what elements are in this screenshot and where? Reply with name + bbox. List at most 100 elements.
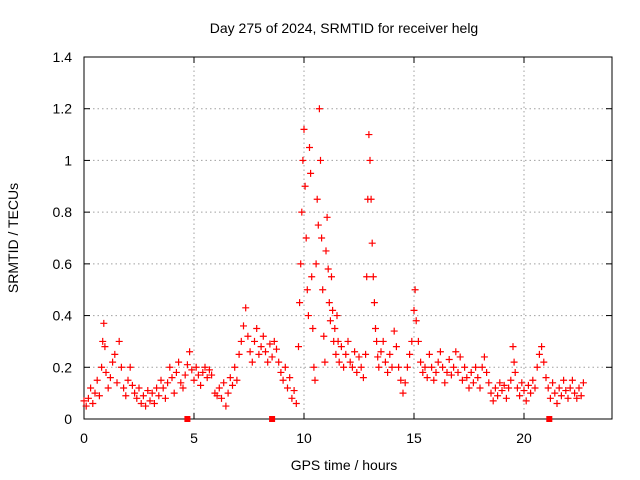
data-point: [109, 358, 117, 366]
data-point: [445, 356, 453, 364]
data-point: [505, 384, 513, 392]
data-point: [333, 312, 341, 320]
data-point: [175, 358, 183, 366]
data-point: [192, 363, 200, 371]
data-point: [377, 348, 385, 356]
data-point: [443, 368, 451, 376]
data-point: [498, 387, 506, 395]
data-point: [549, 379, 557, 387]
data-point: [295, 343, 302, 351]
data-point: [408, 337, 416, 345]
data-point: [546, 394, 554, 402]
tick-layer: 0 0.2 0.4 0.6 0.8 1 1.2 1.4 0 5 10 15 20: [53, 49, 612, 446]
data-point: [522, 397, 530, 405]
data-point: [201, 363, 209, 371]
data-point: [100, 319, 108, 327]
data-point: [436, 348, 444, 356]
data-point: [414, 337, 422, 345]
data-point: [568, 376, 576, 384]
data-point: [366, 156, 374, 164]
data-point: [199, 368, 207, 376]
data-point: [562, 387, 570, 395]
data-point: [390, 327, 398, 335]
data-point: [215, 384, 223, 392]
x-tick-label: 0: [80, 430, 88, 446]
data-point: [168, 374, 176, 382]
data-point: [104, 384, 112, 392]
data-point: [231, 363, 239, 371]
data-point: [533, 363, 541, 371]
data-point: [296, 299, 304, 307]
data-point: [355, 353, 363, 361]
data-point: [397, 376, 405, 384]
data-point: [386, 350, 394, 358]
data-point: [456, 353, 464, 361]
data-point: [425, 350, 433, 358]
chart-title: Day 275 of 2024, SRMTID for receiver hel…: [210, 20, 478, 36]
data-point: [264, 358, 272, 366]
data-point: [489, 397, 497, 405]
data-point: [242, 304, 250, 312]
data-point: [277, 368, 285, 376]
data-point: [82, 402, 90, 410]
data-point: [172, 368, 180, 376]
data-point: [188, 366, 196, 374]
data-point: [485, 379, 493, 387]
data-point: [177, 379, 185, 387]
y-tick-label: 1.2: [53, 101, 73, 117]
data-point: [284, 384, 291, 392]
data-point: [337, 343, 345, 351]
data-point: [423, 374, 431, 382]
data-point: [373, 337, 381, 345]
data-point: [379, 337, 387, 345]
data-point: [483, 368, 491, 376]
data-point: [262, 348, 269, 356]
data-point: [577, 392, 585, 400]
data-point: [255, 350, 263, 358]
data-point: [509, 343, 517, 351]
data-point: [447, 371, 455, 379]
grid-layer: [84, 57, 612, 419]
data-point: [518, 379, 526, 387]
data-point: [194, 371, 202, 379]
data-point: [417, 358, 425, 366]
data-point: [98, 363, 106, 371]
data-point: [410, 306, 418, 314]
data-point: [128, 381, 136, 389]
data-point: [197, 381, 205, 389]
data-point: [137, 399, 145, 407]
data-point: [392, 343, 400, 351]
data-point: [566, 384, 574, 392]
data-point: [222, 402, 230, 410]
data-point: [124, 376, 132, 384]
data-point: [375, 363, 383, 371]
data-point: [474, 374, 482, 382]
data-point: [301, 182, 309, 190]
data-point: [467, 368, 475, 376]
data-point: [344, 337, 352, 345]
data-point: [323, 213, 331, 221]
data-point: [314, 221, 322, 229]
data-point: [253, 325, 261, 332]
data-point: [332, 350, 340, 358]
data-point: [311, 376, 319, 384]
data-point: [326, 317, 334, 325]
data-point: [461, 363, 469, 371]
data-point: [564, 394, 572, 402]
data-point: [340, 363, 348, 371]
data-point: [465, 384, 473, 392]
data-point: [144, 387, 152, 395]
data-point: [560, 376, 568, 384]
x-tick-label: 10: [296, 430, 312, 446]
data-point: [80, 397, 88, 405]
data-point: [478, 363, 486, 371]
data-point: [186, 348, 194, 356]
data-point: [557, 392, 565, 400]
data-point: [322, 247, 330, 255]
data-point: [93, 376, 101, 384]
data-point: [235, 350, 243, 358]
data-point: [357, 363, 365, 371]
data-point: [335, 358, 343, 366]
data-point: [237, 337, 245, 345]
data-point: [551, 389, 559, 397]
